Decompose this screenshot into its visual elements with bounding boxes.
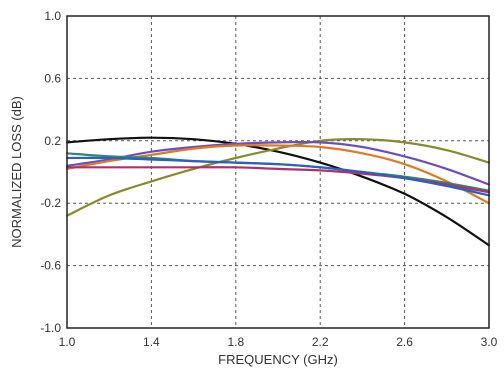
series-line-4 [65, 144, 491, 205]
y-tick-label: 0.2 [44, 134, 61, 148]
x-tick-label: 1.4 [143, 335, 160, 349]
x-axis-ticks: 1.0 1.4 1.8 2.2 2.6 3.0 [59, 335, 498, 349]
y-tick-label: -0.2 [40, 196, 61, 210]
x-axis-label: FREQUENCY (GHz) [218, 352, 338, 367]
x-tick-label: 2.6 [396, 335, 413, 349]
x-tick-label: 1.8 [227, 335, 244, 349]
series-line-3 [65, 140, 491, 186]
x-tick-label: 3.0 [481, 335, 498, 349]
y-tick-label: 0.6 [44, 71, 61, 85]
x-tick-label: 1.0 [59, 335, 76, 349]
y-axis-label: NORMALIZED LOSS (dB) [9, 96, 24, 248]
series-line-7 [65, 156, 491, 197]
plot-frame [66, 15, 490, 329]
y-axis-ticks: 1.0 0.6 0.2 -0.2 -0.6 -1.0 [40, 9, 61, 335]
x-tick-label: 2.2 [312, 335, 329, 349]
y-tick-label: -1.0 [40, 321, 61, 335]
series-group [65, 136, 491, 247]
series-line-2 [65, 138, 491, 217]
y-tick-label: 1.0 [44, 9, 61, 23]
series-line-1 [65, 136, 491, 247]
y-tick-label: -0.6 [40, 259, 61, 273]
grid [67, 16, 489, 328]
